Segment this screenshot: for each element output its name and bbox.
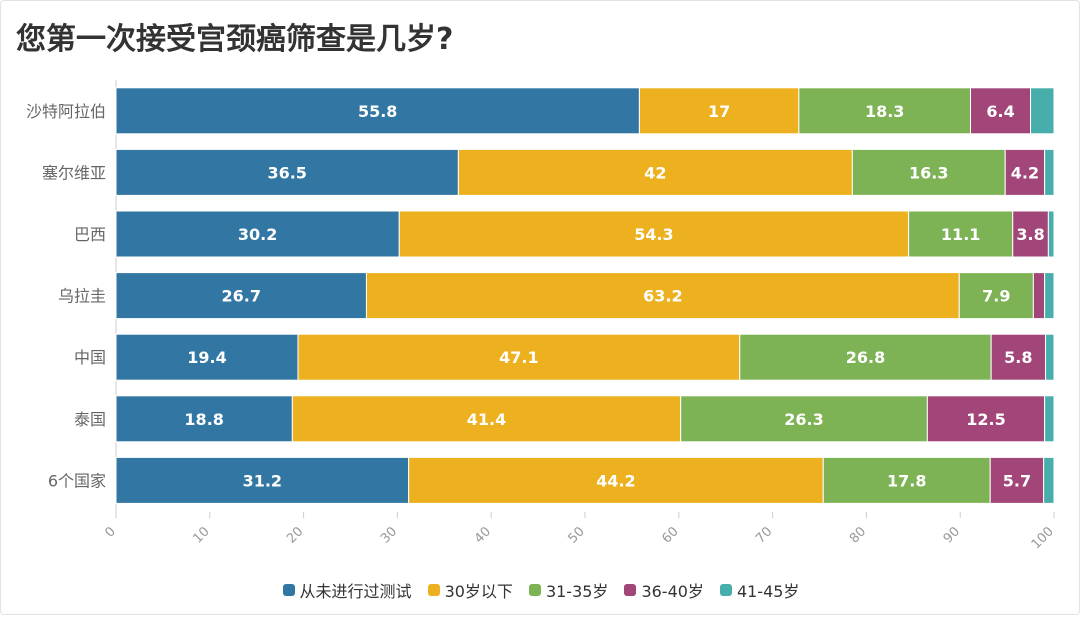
data-label: 44.2 <box>596 471 635 490</box>
data-label: 3.8 <box>1016 225 1044 244</box>
bar-segment <box>1045 333 1055 381</box>
bar-segment <box>408 456 824 504</box>
x-tick-label: 60 <box>659 524 681 546</box>
category-label: 6个国家 <box>48 471 106 490</box>
legend-label: 31-35岁 <box>545 582 609 601</box>
legend-swatch <box>528 584 541 596</box>
legend-swatch <box>427 584 440 596</box>
category-label: 泰国 <box>74 410 106 429</box>
data-label: 12.5 <box>966 410 1005 429</box>
legend-label: 41-45岁 <box>736 582 800 601</box>
x-tick-label: 100 <box>1029 524 1057 552</box>
chart-legend: 从未进行过测试 30岁以下 31-35岁 36-40岁 41-45岁 <box>0 578 1082 602</box>
bar-segment <box>115 333 299 381</box>
legend-swatch <box>282 584 295 596</box>
bar-segment <box>926 395 1046 443</box>
bar-segment <box>115 87 640 135</box>
bar-segment <box>958 272 1034 320</box>
legend-label: 从未进行过测试 <box>299 582 412 601</box>
x-tick-label: 40 <box>472 524 494 546</box>
bar-segment <box>291 395 682 443</box>
data-label: 17 <box>708 102 730 121</box>
bar-segment <box>798 87 972 135</box>
data-label: 36.5 <box>267 163 306 182</box>
data-label: 19.4 <box>187 348 226 367</box>
bar-segment <box>990 333 1047 381</box>
x-tick-label: 50 <box>566 524 588 546</box>
data-label: 31.2 <box>243 471 282 490</box>
bar-segment <box>1044 395 1055 443</box>
bar-segment <box>297 333 741 381</box>
category-label: 乌拉圭 <box>58 287 106 306</box>
bar-segment <box>970 87 1032 135</box>
data-label: 26.3 <box>784 410 823 429</box>
category-label: 沙特阿拉伯 <box>26 102 106 121</box>
data-label: 30.2 <box>238 225 277 244</box>
x-tick-label: 80 <box>847 524 869 546</box>
bar-segment <box>1044 272 1055 320</box>
legend-swatch <box>719 584 732 596</box>
legend-item[interactable]: 31-35岁 <box>528 578 609 602</box>
bar-segment <box>457 148 853 196</box>
data-label: 7.9 <box>982 287 1010 306</box>
data-label: 42 <box>644 163 666 182</box>
data-label: 5.8 <box>1004 348 1032 367</box>
bar-segment <box>115 395 293 443</box>
bar-segment <box>1030 87 1055 135</box>
bar-segment <box>822 456 991 504</box>
x-tick-label: 10 <box>190 524 212 546</box>
legend-label: 30岁以下 <box>444 582 513 601</box>
legend-swatch <box>624 584 637 596</box>
category-label: 中国 <box>74 348 106 367</box>
bar-segment <box>365 272 960 320</box>
data-label: 16.3 <box>909 163 948 182</box>
bar-segment <box>680 395 928 443</box>
data-label: 41.4 <box>467 410 506 429</box>
data-label: 54.3 <box>634 225 673 244</box>
data-label: 47.1 <box>499 348 538 367</box>
data-label: 26.7 <box>221 287 260 306</box>
category-label: 巴西 <box>74 225 106 244</box>
bar-segment <box>908 210 1014 258</box>
x-tick-label: 70 <box>753 524 775 546</box>
data-label: 17.8 <box>887 471 926 490</box>
bar-segment <box>1032 272 1046 320</box>
bar-segment <box>1047 210 1055 258</box>
data-label: 55.8 <box>358 102 397 121</box>
legend-item[interactable]: 30岁以下 <box>427 578 513 602</box>
bar-segment <box>1004 148 1046 196</box>
x-tick-label: 90 <box>941 524 963 546</box>
data-label: 18.3 <box>865 102 904 121</box>
bar-segment <box>1012 210 1049 258</box>
bar-segment <box>115 210 400 258</box>
data-label: 26.8 <box>846 348 885 367</box>
data-label: 18.8 <box>184 410 223 429</box>
x-tick-label: 30 <box>378 524 400 546</box>
legend-item[interactable]: 41-45岁 <box>719 578 800 602</box>
data-label: 4.2 <box>1011 163 1039 182</box>
stacked-bar-chart: 0 10 20 30 40 50 60 70 80 90 100 沙特阿拉伯 55.8 17 18.3 6.4… <box>26 80 1057 552</box>
data-label: 5.7 <box>1003 471 1031 490</box>
bar-segment <box>638 87 800 135</box>
bar-segment <box>115 148 459 196</box>
chart-title: 您第一次接受宫颈癌筛查是几岁? <box>16 22 454 57</box>
legend-item[interactable]: 从未进行过测试 <box>282 578 412 602</box>
bar-segment <box>1044 148 1055 196</box>
bar-segment <box>1043 456 1055 504</box>
data-label: 6.4 <box>986 102 1014 121</box>
x-tick-label: 0 <box>102 524 118 540</box>
bar-segment <box>115 272 367 320</box>
data-label: 63.2 <box>643 287 682 306</box>
data-label: 11.1 <box>941 225 980 244</box>
legend-item[interactable]: 36-40岁 <box>624 578 704 602</box>
category-label: 塞尔维亚 <box>42 163 106 182</box>
x-tick-label: 20 <box>284 524 306 546</box>
legend-label: 36-40岁 <box>641 582 704 601</box>
bar-segment <box>398 210 910 258</box>
